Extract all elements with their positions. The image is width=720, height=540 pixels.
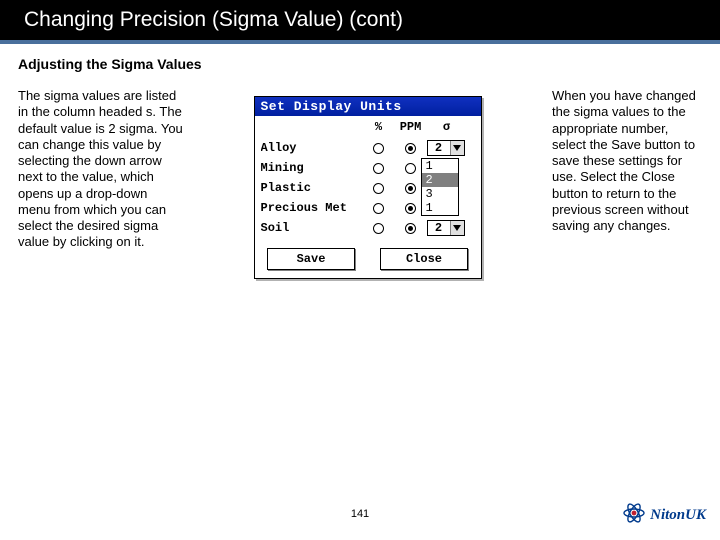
page-number: 141: [351, 508, 369, 520]
column-headers: % PPM σ: [261, 120, 475, 134]
center-column: Set Display Units % PPM σ Alloy 2 Mining Pl…: [203, 88, 532, 279]
percent-radio[interactable]: [363, 143, 395, 154]
sigma-menu-item[interactable]: 1: [422, 159, 458, 173]
atom-icon: [622, 501, 646, 530]
percent-radio[interactable]: [363, 223, 395, 234]
sigma-menu-item[interactable]: 2: [422, 173, 458, 187]
subtitle: Adjusting the Sigma Values: [18, 56, 702, 72]
percent-radio[interactable]: [363, 163, 395, 174]
close-button[interactable]: Close: [380, 248, 468, 270]
row-label: Plastic: [261, 181, 363, 195]
slide-title: Changing Precision (Sigma Value) (cont): [24, 8, 403, 31]
header-sigma: σ: [427, 120, 467, 134]
sigma-cell: 2: [427, 140, 475, 156]
sigma-menu-item[interactable]: 1: [422, 201, 458, 215]
percent-radio[interactable]: [363, 183, 395, 194]
sigma-value: 2: [428, 141, 450, 155]
content-area: Adjusting the Sigma Values The sigma val…: [0, 44, 720, 279]
sigma-dropdown-menu[interactable]: 1231: [421, 158, 459, 216]
header-ppm: PPM: [395, 120, 427, 134]
row-label: Alloy: [261, 141, 363, 155]
ppm-radio[interactable]: [395, 223, 427, 234]
sigma-dropdown[interactable]: 2: [427, 140, 465, 156]
row-label: Precious Met: [261, 201, 363, 215]
option-row: Soil 2: [261, 218, 475, 238]
dialog-button-row: Save Close: [261, 238, 475, 278]
sigma-cell: 2: [427, 220, 475, 236]
row-label: Mining: [261, 161, 363, 175]
chevron-down-icon[interactable]: [450, 221, 464, 235]
row-label: Soil: [261, 221, 363, 235]
sigma-value: 2: [428, 221, 450, 235]
right-paragraph: When you have changed the sigma values t…: [552, 88, 702, 279]
header-percent: %: [363, 120, 395, 134]
slide-title-bar: Changing Precision (Sigma Value) (cont): [0, 0, 720, 44]
ppm-radio[interactable]: [395, 143, 427, 154]
sigma-dropdown[interactable]: 2: [427, 220, 465, 236]
three-column-layout: The sigma values are listed in the colum…: [18, 88, 702, 279]
set-display-units-dialog: Set Display Units % PPM σ Alloy 2 Mining Pl…: [254, 96, 482, 279]
logo-text: NitonUK: [650, 507, 706, 524]
option-row: Alloy 2: [261, 138, 475, 158]
chevron-down-icon[interactable]: [450, 141, 464, 155]
save-button[interactable]: Save: [267, 248, 355, 270]
percent-radio[interactable]: [363, 203, 395, 214]
left-paragraph: The sigma values are listed in the colum…: [18, 88, 183, 279]
dialog-body: % PPM σ Alloy 2 Mining Plastic Precious Met S…: [255, 116, 481, 278]
sigma-menu-item[interactable]: 3: [422, 187, 458, 201]
dialog-title: Set Display Units: [255, 97, 481, 116]
logo: NitonUK: [622, 501, 706, 530]
